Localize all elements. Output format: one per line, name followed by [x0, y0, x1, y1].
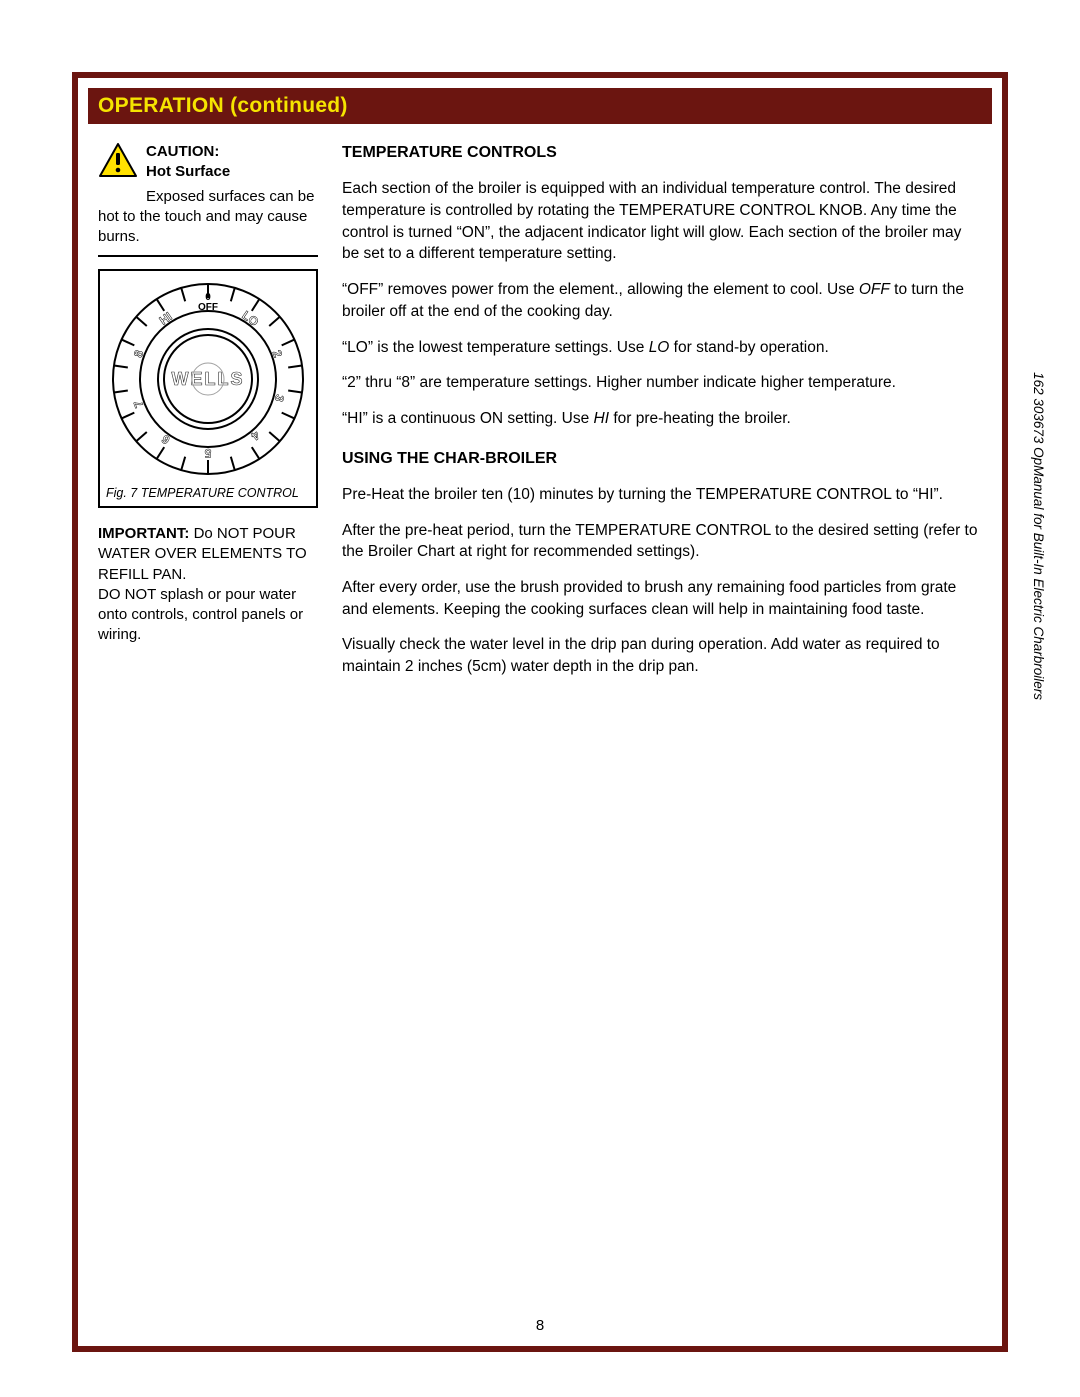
important-head: IMPORTANT:: [98, 525, 189, 542]
caution-sub: Hot Surface: [146, 163, 230, 180]
heading-using-charbroiler: USING THE CHAR-BROILER: [342, 448, 982, 470]
warning-triangle-icon: [98, 142, 138, 178]
left-column: CAUTION: Hot Surface Exposed surfaces ca…: [98, 142, 318, 1306]
dial-caption: Fig. 7 TEMPERATURE CONTROL: [106, 485, 310, 502]
content-area: CAUTION: Hot Surface Exposed surfaces ca…: [98, 142, 982, 1306]
text-italic: LO: [649, 339, 670, 356]
svg-text:OFF: OFF: [198, 302, 218, 313]
paragraph: Pre-Heat the broiler ten (10) minutes by…: [342, 484, 982, 506]
section-title: OPERATION (continued): [98, 94, 348, 117]
important-block: IMPORTANT: Do NOT POUR WATER OVER ELEMEN…: [98, 524, 318, 646]
right-column: TEMPERATURE CONTROLS Each section of the…: [342, 142, 982, 1306]
temperature-dial-icon: WELLS0OFFLO2345678HI: [108, 279, 308, 479]
caution-heading-block: CAUTION: Hot Surface: [146, 142, 230, 183]
paragraph: After every order, use the brush provide…: [342, 577, 982, 620]
paragraph: “OFF” removes power from the element., a…: [342, 279, 982, 322]
page-number: 8: [78, 1317, 1002, 1334]
svg-text:WELLS: WELLS: [172, 369, 245, 389]
paragraph: After the pre-heat period, turn the TEMP…: [342, 520, 982, 563]
caution-block: CAUTION: Hot Surface: [98, 142, 318, 183]
svg-text:5: 5: [204, 446, 211, 460]
caution-intro: Exposed surfaces: [146, 188, 265, 205]
caution-head: CAUTION:: [146, 143, 219, 160]
text: for stand-by operation.: [669, 339, 828, 356]
text: “OFF” removes power from the element., a…: [342, 281, 859, 298]
text-italic: HI: [594, 410, 610, 427]
paragraph: Each section of the broiler is equipped …: [342, 178, 982, 265]
text: for pre-heating the broiler.: [609, 410, 791, 427]
important-line2: DO NOT splash or pour water onto control…: [98, 586, 303, 644]
dial-figure: WELLS0OFFLO2345678HI: [108, 279, 308, 479]
paragraph: “HI” is a continuous ON setting. Use HI …: [342, 408, 982, 430]
side-document-label: 162 303673 OpManual for Built-In Electri…: [1031, 372, 1046, 700]
caution-body: Exposed surfaces can be hot to the touch…: [98, 187, 318, 248]
text: “LO” is the lowest temperature settings.…: [342, 339, 649, 356]
paragraph: “2” thru “8” are temperature settings. H…: [342, 372, 982, 394]
paragraph: Visually check the water level in the dr…: [342, 634, 982, 677]
page-frame: OPERATION (continued) CAUTION: Hot Surfa…: [72, 72, 1008, 1352]
dial-figure-box: WELLS0OFFLO2345678HI Fig. 7 TEMPERATURE …: [98, 269, 318, 508]
section-header: OPERATION (continued): [88, 88, 992, 124]
text: “HI” is a continuous ON setting. Use: [342, 410, 594, 427]
paragraph: “LO” is the lowest temperature settings.…: [342, 337, 982, 359]
text-italic: OFF: [859, 281, 890, 298]
heading-temperature-controls: TEMPERATURE CONTROLS: [342, 142, 982, 164]
divider: [98, 255, 318, 257]
